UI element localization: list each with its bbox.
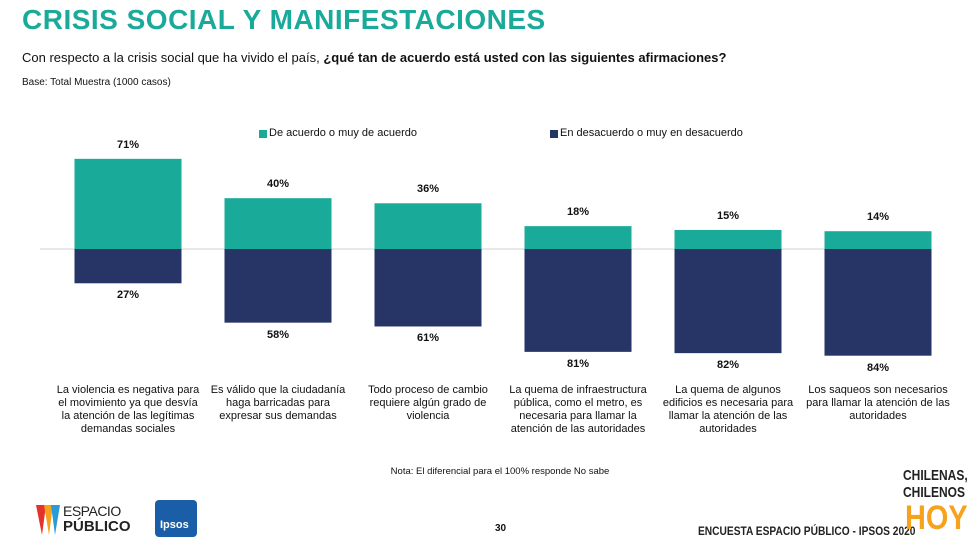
base: Base: Total Muestra (1000 casos)	[22, 77, 171, 88]
value-label: 71%	[116, 138, 140, 151]
category-label: Los saqueos son necesarios para llamar l…	[806, 384, 950, 422]
value-label: 58%	[266, 328, 290, 341]
value-label: 82%	[716, 359, 740, 372]
value-label: 14%	[866, 211, 890, 224]
logo-text: PÚBLICO	[63, 518, 131, 535]
logo-text: Ipsos	[160, 519, 189, 531]
bar	[824, 249, 932, 356]
value-label: 36%	[416, 183, 440, 196]
bar	[374, 249, 482, 327]
logo-text: ESPACIO	[63, 503, 121, 519]
legend-swatch	[550, 130, 558, 138]
bar	[74, 158, 182, 249]
question-text: Con respecto a la crisis social que ha v…	[22, 50, 320, 65]
bar	[674, 249, 782, 354]
bar	[374, 203, 482, 249]
bar	[224, 198, 332, 249]
value-label: 84%	[866, 361, 890, 374]
category-label: La quema de algunos edificios es necesar…	[662, 384, 794, 435]
bar	[524, 249, 632, 352]
value-label: 15%	[716, 209, 740, 222]
bar	[524, 226, 632, 249]
bar	[224, 249, 332, 323]
slide-title: CRISIS SOCIAL Y MANIFESTACIONES	[22, 4, 546, 35]
legend-label: De acuerdo o muy de acuerdo	[269, 127, 417, 139]
category-label: La quema de infraestructura pública, com…	[509, 384, 647, 435]
bar	[824, 231, 932, 249]
value-label: 27%	[116, 289, 140, 302]
question-bold: ¿qué tan de acuerdo está usted con las s…	[323, 50, 727, 65]
survey: ENCUESTA ESPACIO PÚBLICO - IPSOS 2020	[698, 524, 916, 538]
value-label: 18%	[566, 206, 590, 219]
bar	[74, 249, 182, 284]
logo-text: CHILENOS	[903, 484, 966, 501]
bar	[674, 229, 782, 249]
value-label: 81%	[566, 357, 590, 370]
legend-swatch	[259, 130, 267, 138]
logo-text: CHILENAS,	[903, 467, 968, 484]
value-label: 61%	[416, 332, 440, 345]
note: Nota: El diferencial para el 100% respon…	[390, 466, 610, 477]
question: Con respecto a la crisis social que ha v…	[22, 50, 726, 65]
category-label: Todo proceso de cambio requiere algún gr…	[368, 384, 488, 422]
category-label: Es válido que la ciudadanía haga barrica…	[210, 384, 346, 422]
logo-shape	[51, 505, 60, 535]
page-number: 30	[495, 523, 507, 534]
ipsos-logo	[155, 500, 197, 537]
logo-shape	[44, 505, 53, 535]
value-label: 40%	[266, 178, 290, 191]
category-label: La violencia es negativa para el movimie…	[56, 384, 200, 435]
logo-text: HOY	[905, 499, 968, 537]
logo-shape	[36, 505, 46, 535]
legend-label: En desacuerdo o muy en desacuerdo	[560, 127, 743, 139]
